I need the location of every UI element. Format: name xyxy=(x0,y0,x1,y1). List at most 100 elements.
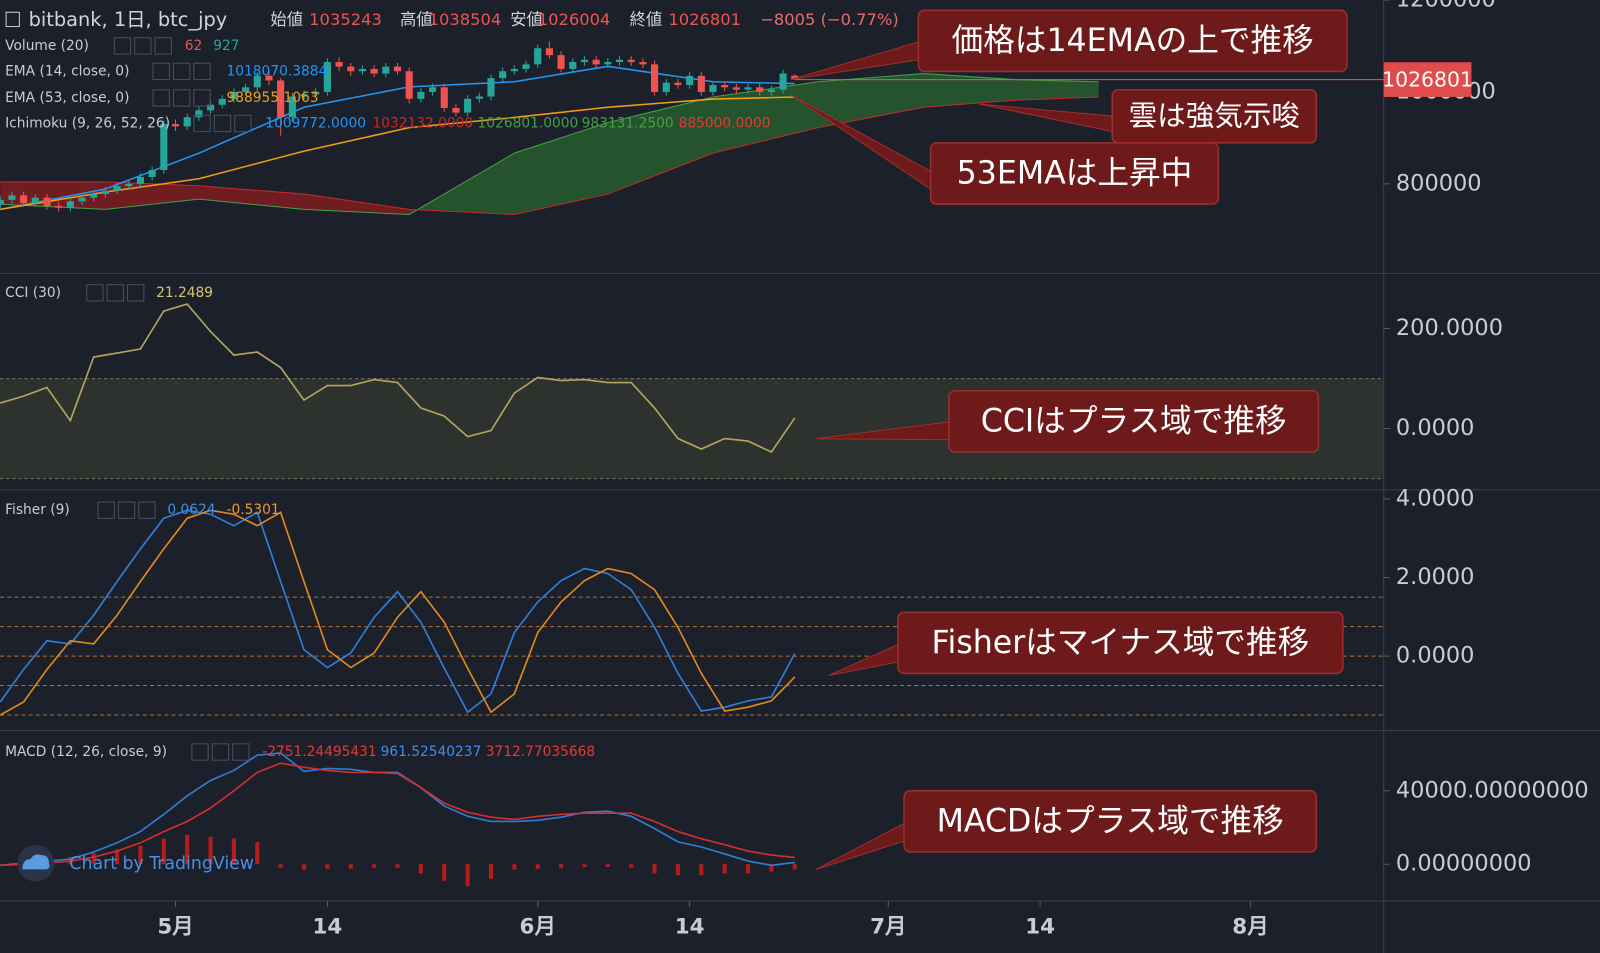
candle-body xyxy=(312,91,320,95)
histogram-bar xyxy=(301,864,307,870)
histogram-bar xyxy=(512,864,517,870)
candle-body xyxy=(627,59,635,63)
candle-body xyxy=(253,75,261,88)
candle-body xyxy=(148,170,156,177)
legend-icon xyxy=(152,62,170,81)
histogram-bar xyxy=(231,838,236,865)
price-label-bg xyxy=(1383,62,1472,97)
indicator-line xyxy=(0,509,796,714)
candle-body xyxy=(592,59,600,65)
histogram-bar xyxy=(792,864,797,870)
indicator-line xyxy=(0,303,796,454)
legend-text: 1026801 xyxy=(668,10,741,29)
macd-line xyxy=(0,762,795,867)
candle-body xyxy=(300,94,308,97)
x-tick-label: 8月 xyxy=(1232,914,1268,939)
legend-icon xyxy=(234,114,252,133)
legend-icon xyxy=(154,37,172,55)
legend-icon xyxy=(193,114,211,133)
candle-body xyxy=(522,64,530,69)
legend-text: 927 xyxy=(213,38,239,54)
candle-body xyxy=(650,64,659,92)
legend-text: 983131.2500 xyxy=(582,115,674,131)
legend-icon xyxy=(106,284,124,302)
candle-body xyxy=(90,193,98,198)
legend-icon xyxy=(152,89,170,107)
candle-body xyxy=(487,78,495,97)
candle-body xyxy=(417,91,425,99)
histogram-bar xyxy=(372,864,377,868)
x-tick-label: 6月 xyxy=(520,914,556,939)
histogram-bar xyxy=(675,864,680,876)
candle-body xyxy=(265,75,273,81)
x-tick-label: 14 xyxy=(675,914,705,939)
cloud xyxy=(712,81,819,154)
watermark: Chart by TradingView xyxy=(69,854,254,874)
candle-body xyxy=(639,62,647,65)
candle-body xyxy=(125,183,133,187)
cloud xyxy=(607,97,713,195)
cloud xyxy=(923,73,1017,108)
callout-text: MACDはプラス域で推移 xyxy=(937,803,1284,839)
y-tick-label: 0.0000 xyxy=(1396,643,1475,669)
candle-body xyxy=(686,75,694,86)
legend-text: 885000.0000 xyxy=(679,115,771,131)
candle-body xyxy=(721,85,729,88)
candle-body xyxy=(101,190,109,194)
candle-body xyxy=(218,98,226,105)
y-tick-label: 2.0000 xyxy=(1396,564,1475,590)
candle-body xyxy=(791,75,799,80)
pane xyxy=(0,41,1099,215)
histogram-bar xyxy=(652,864,657,874)
callout-box xyxy=(929,142,1220,205)
legend-icon xyxy=(172,89,191,107)
legend-text: EMA (14, close, 0) xyxy=(5,63,129,79)
candle-body xyxy=(440,87,448,109)
histogram-bar xyxy=(418,864,423,874)
legend-text: 1026801.0000 xyxy=(478,115,579,131)
histogram-bar xyxy=(442,864,447,881)
histogram-bar xyxy=(535,864,540,869)
y-tick-label: 4.0000 xyxy=(1396,485,1475,511)
candle-body xyxy=(55,205,63,208)
candle-body xyxy=(230,91,238,99)
legend-text: 0.0624 xyxy=(167,502,215,518)
histogram-bar xyxy=(395,864,400,868)
legend-text: bitbank, 1日, btc_jpy xyxy=(29,8,228,31)
legend-text: −8005 (−0.77%) xyxy=(760,10,899,29)
legend-icon xyxy=(127,284,145,302)
legend-text: 1018070.3884 xyxy=(227,63,328,79)
legend-icon xyxy=(172,62,191,81)
candle-body xyxy=(499,71,507,79)
callout-box xyxy=(917,9,1348,73)
candle-body xyxy=(0,199,4,205)
legend-icon xyxy=(97,501,115,519)
candle-body xyxy=(510,68,518,72)
menu-icon xyxy=(5,11,20,28)
legend-icon xyxy=(117,501,136,519)
price-label: 1026801 xyxy=(1382,68,1473,92)
candle-body xyxy=(78,197,86,202)
candle-body xyxy=(323,62,331,92)
legend-text: 21.2489 xyxy=(156,285,213,301)
callout-box xyxy=(897,611,1344,675)
cloud xyxy=(1016,79,1099,101)
x-tick-label: 7月 xyxy=(870,914,906,939)
indicator-line xyxy=(0,509,796,716)
candle-body xyxy=(709,85,717,92)
candle-body xyxy=(288,96,296,118)
candle-body xyxy=(557,55,565,69)
legend-text: 始値 xyxy=(270,10,303,29)
legend-icon xyxy=(191,743,209,761)
legend-text: 1026004 xyxy=(538,10,611,29)
histogram-bar xyxy=(185,834,190,865)
legend-icon xyxy=(232,743,250,761)
legend-text: 3712.77035668 xyxy=(486,744,595,760)
y-tick-label: 800000 xyxy=(1396,170,1482,196)
candle-body xyxy=(358,68,367,72)
candle-body xyxy=(347,66,355,72)
histogram-bar xyxy=(582,864,587,867)
legend-text: Fisher (9) xyxy=(5,502,70,518)
pane xyxy=(0,509,1384,716)
callout-text: CCIはプラス域で推移 xyxy=(981,403,1287,439)
